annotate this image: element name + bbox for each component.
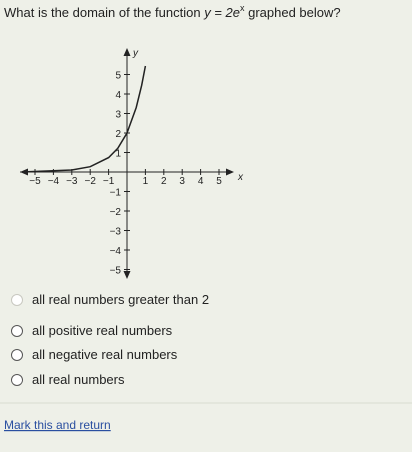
y-tick-label: 5	[115, 71, 121, 82]
x-tick-label: −5	[29, 176, 41, 187]
equation: y = 2e	[203, 5, 240, 20]
y-arrow	[123, 271, 131, 279]
curve	[27, 65, 147, 173]
x-tick-label: −2	[84, 176, 96, 187]
x-tick-label: 5	[216, 176, 222, 187]
x-tick-label: 4	[198, 176, 204, 187]
y-tick-label: 3	[115, 110, 121, 121]
x-tick-label: −1	[103, 176, 115, 187]
x-arrow	[226, 168, 234, 176]
mark-link[interactable]: Mark this and return	[4, 418, 111, 432]
y-axis-label: y	[132, 48, 139, 59]
y-tick-label: −3	[110, 227, 122, 238]
options: all real numbers greater than 2 all posit…	[0, 292, 412, 404]
radio-button[interactable]	[11, 294, 23, 306]
x-tick-label: −4	[48, 176, 60, 187]
question-text: graphed below?	[248, 5, 341, 20]
y-tick-label: 1	[115, 149, 121, 160]
x-tick-label: 3	[179, 176, 185, 187]
y-tick-label: 2	[115, 129, 121, 140]
question-text: What is the domain of the function	[4, 5, 201, 20]
x-tick-label: −3	[66, 176, 78, 187]
x-tick-label: 1	[143, 176, 149, 187]
radio-button[interactable]	[11, 349, 23, 361]
radio-button[interactable]	[11, 374, 23, 386]
y-tick-label: −4	[110, 246, 122, 257]
exponent: x	[240, 3, 245, 13]
option-label[interactable]: all real numbers	[32, 372, 125, 387]
y-arrow	[123, 48, 131, 56]
option-label[interactable]: all negative real numbers	[32, 347, 178, 362]
graph: x y −5 −4 −3 −2 −1 1 2 3 4 5 5 4 3 2 1 −1 −2 −3 −4 −5	[20, 48, 244, 279]
x-axis-label: x	[237, 172, 244, 183]
option-label[interactable]: all positive real numbers	[32, 323, 173, 338]
y-tick-label: −1	[110, 188, 122, 199]
y-tick-label: 4	[115, 90, 121, 101]
y-tick-label: −2	[110, 207, 122, 218]
option-label[interactable]: all real numbers greater than 2	[32, 292, 209, 307]
y-tick-label: −5	[110, 266, 122, 277]
radio-button[interactable]	[11, 325, 23, 337]
x-tick-label: 2	[161, 176, 167, 187]
x-arrow	[20, 168, 28, 176]
question: What is the domain of the function y = 2…	[4, 3, 341, 20]
